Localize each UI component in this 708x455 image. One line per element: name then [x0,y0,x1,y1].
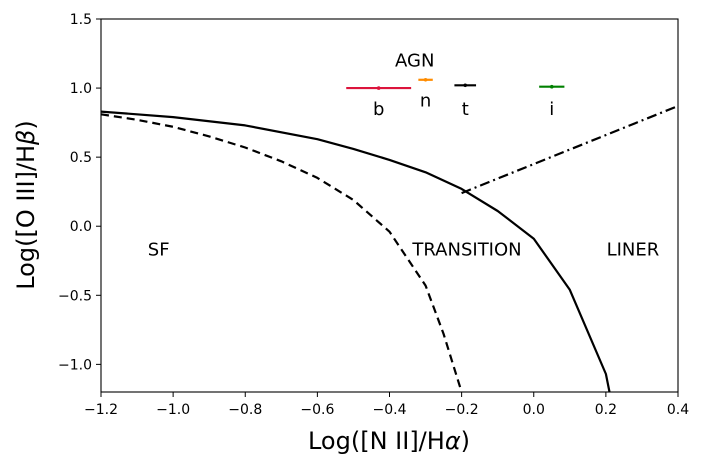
point-marker-i [549,84,554,89]
point-label-i: i [549,99,554,120]
point-marker-b [376,86,381,90]
x-axis-label-suffix: ) [461,427,470,455]
region-label-transition: TRANSITION [411,240,521,261]
y-tick-label: 0.0 [70,219,92,235]
point-i: i [539,84,565,120]
x-axis-label: Log([N II]/Hα) [308,427,470,455]
y-tick-label: 1.5 [70,12,92,28]
curve-solid [101,110,611,392]
region-label-sf: SF [148,240,170,261]
x-tick-label: −0.2 [445,402,479,418]
y-axis-label-suffix: ) [12,120,40,129]
curve-dashed [101,113,463,392]
x-axis-ticks: −1.2 −1.0 −0.8 −0.6 −0.4 −0.2 0.0 0.2 0.4 [84,392,689,418]
y-tick-label: −0.5 [58,288,92,304]
y-axis-label-greek: β [12,130,40,146]
point-marker-t [463,83,468,88]
curves-group [101,104,678,392]
point-label-b: b [373,99,384,120]
x-tick-label: 0.4 [667,402,689,418]
plot-frame [100,18,679,393]
y-axis-label-text: Log([O III]/H [12,145,40,290]
y-tick-label: 0.5 [70,150,92,166]
x-axis-label-text: Log([N II]/H [308,427,445,455]
x-tick-label: −0.6 [300,402,334,418]
x-tick-label: −0.8 [228,402,262,418]
point-t: t [454,83,477,120]
point-label-n: n [420,91,431,112]
x-tick-label: 0.0 [523,402,545,418]
point-n: n [418,77,433,112]
point-b: b [346,86,412,120]
y-axis-label: Log([O III]/Hβ) [12,120,40,290]
y-axis-ticks: −1.0 −0.5 0.0 0.5 1.0 1.5 [58,12,101,373]
region-label-liner: LINER [607,240,660,261]
point-label-t: t [462,99,469,120]
y-tick-label: −1.0 [58,357,92,373]
curve-dashdot [461,104,678,195]
x-tick-label: 0.2 [595,402,617,418]
y-tick-label: 1.0 [70,81,92,97]
annotations-group: AGN SF TRANSITION LINER [148,50,659,260]
x-axis-label-greek: α [445,427,461,455]
x-tick-label: −0.4 [373,402,407,418]
point-marker-n [423,77,428,82]
region-label-agn: AGN [395,50,434,71]
x-tick-label: −1.2 [84,402,118,418]
x-tick-label: −1.0 [156,402,190,418]
